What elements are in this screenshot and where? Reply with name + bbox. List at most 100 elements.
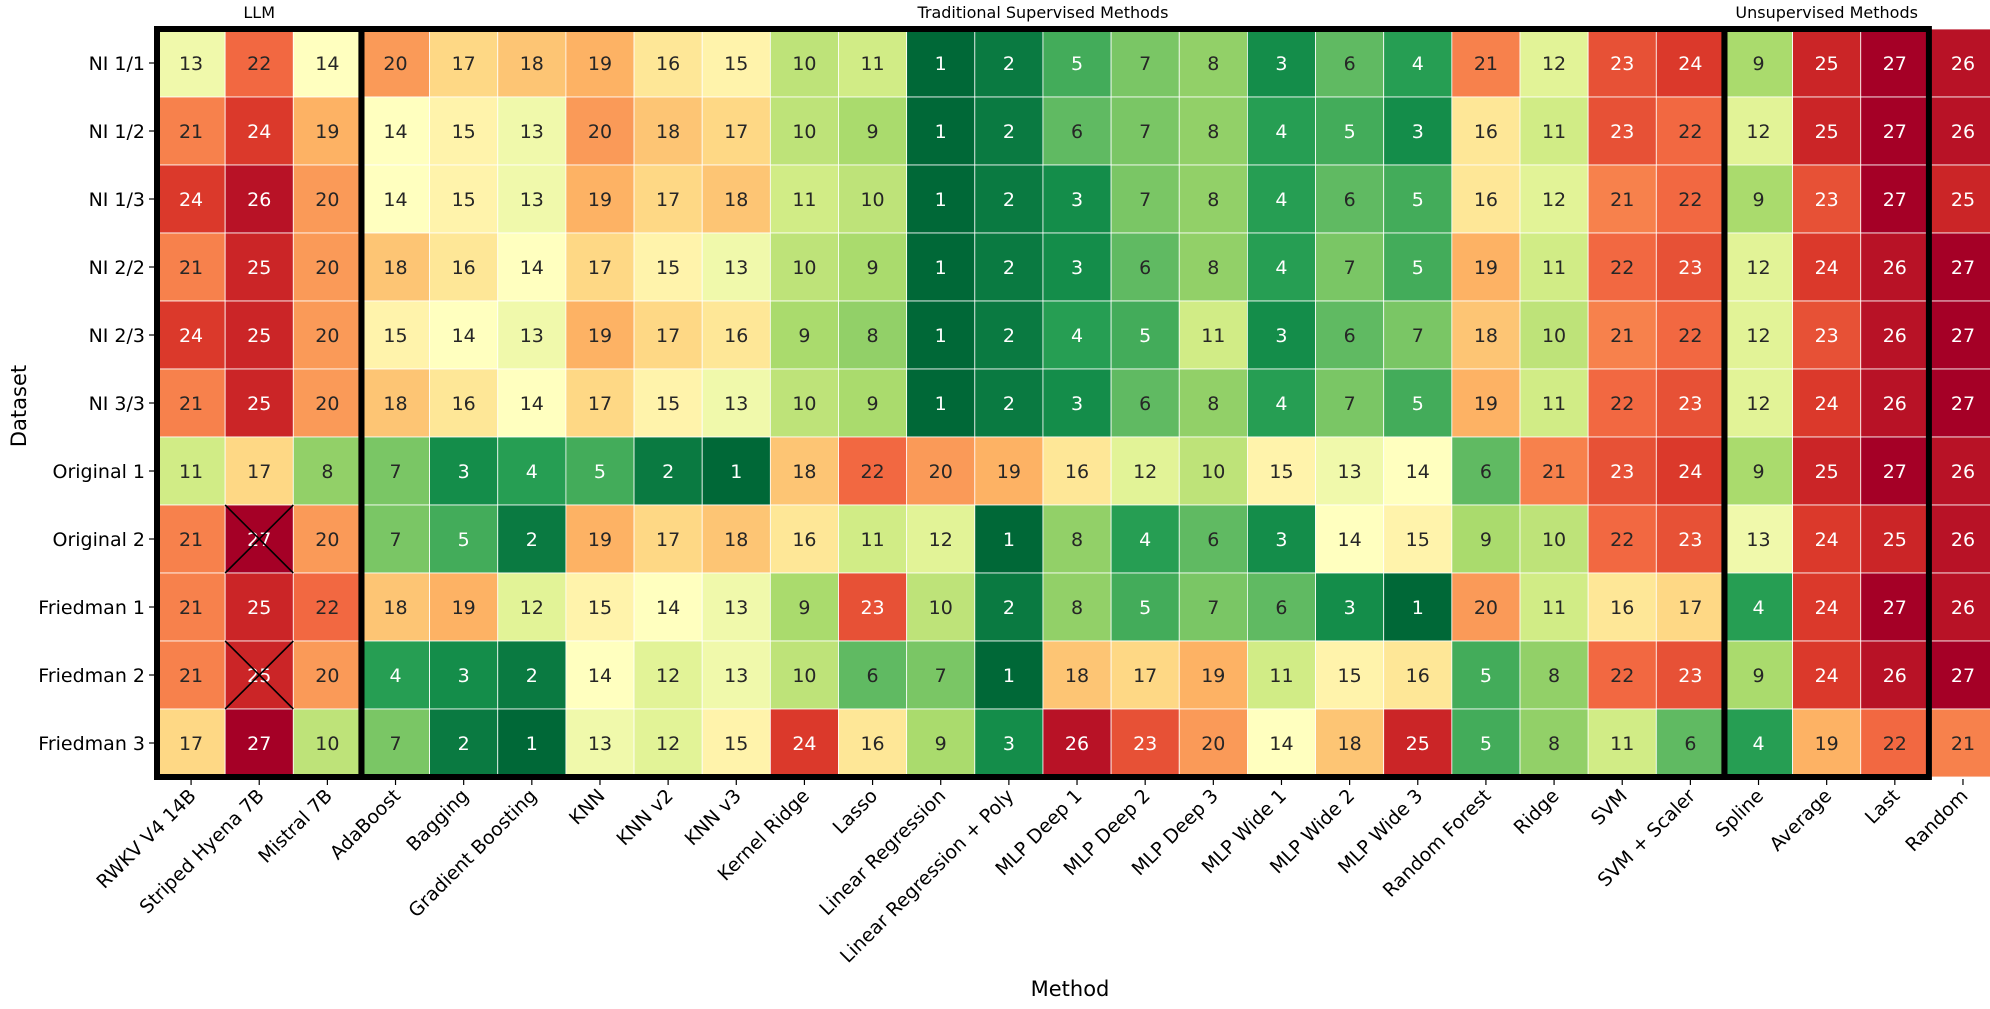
cell-value-label: 5 — [1071, 53, 1083, 75]
cell-value-label: 1 — [1412, 597, 1424, 619]
y-axis-ticks: NI 1/1 NI 1/2 NI 1/3 NI 2/2 NI 2/3 NI 3/3 Orig… — [38, 53, 155, 755]
heatmap-cell — [1451, 436, 1521, 506]
heatmap-cell — [769, 708, 839, 778]
cell-value-label: 5 — [1412, 257, 1424, 279]
heatmap-cell — [1587, 96, 1657, 166]
cell-value-label: 11 — [1542, 121, 1566, 143]
heatmap-cell — [1655, 232, 1725, 302]
cell-value-label: 12 — [929, 529, 953, 551]
heatmap-cell — [292, 368, 362, 438]
cell-value-label: 1 — [730, 461, 742, 483]
heatmap-cell — [1383, 164, 1453, 234]
cell-value-label: 23 — [1610, 53, 1634, 75]
heatmap-cell — [1519, 436, 1589, 506]
cell-value-label: 13 — [724, 393, 748, 415]
heatmap-cell — [838, 368, 908, 438]
cell-value-label: 24 — [1815, 257, 1839, 279]
cross-mark — [224, 504, 294, 574]
heatmap-cell — [1383, 232, 1453, 302]
heatmap-cell — [497, 164, 567, 234]
heatmap-cells: 13 22 14 20 17 18 19 16 15 10 11 1 2 5 7 8 3 6 4 21 12 23 24 9 2… — [156, 28, 1990, 778]
cell-value-label: 14 — [383, 189, 407, 211]
cell-value-label: 25 — [247, 393, 271, 415]
cell-value-label: 26 — [1883, 665, 1907, 687]
heatmap-cell — [429, 436, 499, 506]
heatmap-cell — [701, 96, 771, 166]
cell-value-label: 21 — [1474, 53, 1498, 75]
heatmap-cell — [1042, 96, 1112, 166]
cell-value-label: 3 — [1071, 189, 1083, 211]
heatmap-cell — [1042, 504, 1112, 574]
cell-value-label: 22 — [1678, 189, 1702, 211]
heatmap-cell — [701, 300, 771, 370]
cell-value-label: 27 — [247, 733, 271, 755]
heatmap-cell — [1724, 572, 1793, 642]
cell-value-label: 24 — [1815, 597, 1839, 619]
cell-value-label: 15 — [724, 53, 748, 75]
cell-value-label: 16 — [452, 393, 476, 415]
cell-value-label: 21 — [179, 665, 203, 687]
heatmap-cell — [769, 28, 839, 98]
cell-value-label: 8 — [1548, 733, 1560, 755]
heatmap-cell — [974, 28, 1044, 98]
heatmap-cell — [974, 572, 1044, 642]
cell-value-label: 10 — [1542, 325, 1566, 347]
cell-value-label: 2 — [1003, 597, 1015, 619]
heatmap-cell — [1451, 28, 1521, 98]
cell-value-label: 17 — [179, 733, 203, 755]
cell-value-label: 14 — [520, 257, 544, 279]
heatmap-cell — [1247, 232, 1316, 302]
cell-value-label: 18 — [1065, 665, 1089, 687]
cell-value-label: 24 — [1678, 461, 1702, 483]
cell-value-label: 21 — [1610, 189, 1634, 211]
cell-value-label: 9 — [798, 597, 810, 619]
cell-value-label: 10 — [1542, 529, 1566, 551]
cell-value-label: 19 — [1474, 393, 1498, 415]
heatmap-cell — [565, 368, 635, 438]
heatmap-cell — [224, 96, 294, 166]
heatmap-cell — [1042, 368, 1112, 438]
heatmap-cell — [156, 232, 226, 302]
cell-value-label: 27 — [1951, 393, 1975, 415]
heatmap-cell — [1519, 300, 1589, 370]
cell-value-label: 9 — [1752, 53, 1764, 75]
heatmap-cell — [1042, 708, 1112, 778]
cell-value-label: 7 — [1139, 53, 1151, 75]
cell-value-label: 5 — [1139, 597, 1151, 619]
cell-value-label: 25 — [1815, 461, 1839, 483]
heatmap-cell — [1655, 96, 1725, 166]
x-tick-label: Ridge — [1510, 785, 1564, 839]
cell-value-label: 15 — [724, 733, 748, 755]
cell-value-label: 10 — [315, 733, 339, 755]
heatmap-cell — [769, 436, 839, 506]
heatmap-cell — [1792, 640, 1862, 710]
cell-value-label: 16 — [1474, 189, 1498, 211]
heatmap-cell — [1110, 96, 1180, 166]
y-tick-label: NI 1/2 — [89, 121, 145, 143]
cell-value-label: 8 — [1207, 257, 1219, 279]
heatmap-cell — [224, 708, 294, 778]
cell-value-label: 11 — [1201, 325, 1225, 347]
cell-value-label: 14 — [1269, 733, 1293, 755]
heatmap-cell — [156, 164, 226, 234]
cell-value-label: 22 — [860, 461, 884, 483]
heatmap-cell — [1383, 96, 1453, 166]
cell-value-label: 22 — [247, 53, 271, 75]
cell-value-label: 8 — [1207, 53, 1219, 75]
cell-value-label: 3 — [1071, 393, 1083, 415]
heatmap-cell — [1315, 504, 1385, 574]
heatmap-cell — [1928, 504, 1990, 574]
heatmap-cell — [565, 164, 635, 234]
heatmap-cell — [838, 436, 908, 506]
heatmap-cell — [292, 232, 362, 302]
cell-value-label: 10 — [929, 597, 953, 619]
group-label: Unsupervised Methods — [1735, 3, 1918, 22]
cell-value-label: 10 — [792, 121, 816, 143]
cell-value-label: 6 — [867, 665, 879, 687]
cell-value-label: 1 — [935, 121, 947, 143]
heatmap-cell — [1792, 504, 1862, 574]
heatmap-cell — [701, 368, 771, 438]
heatmap-cell — [156, 96, 226, 166]
cell-value-label: 5 — [1480, 733, 1492, 755]
